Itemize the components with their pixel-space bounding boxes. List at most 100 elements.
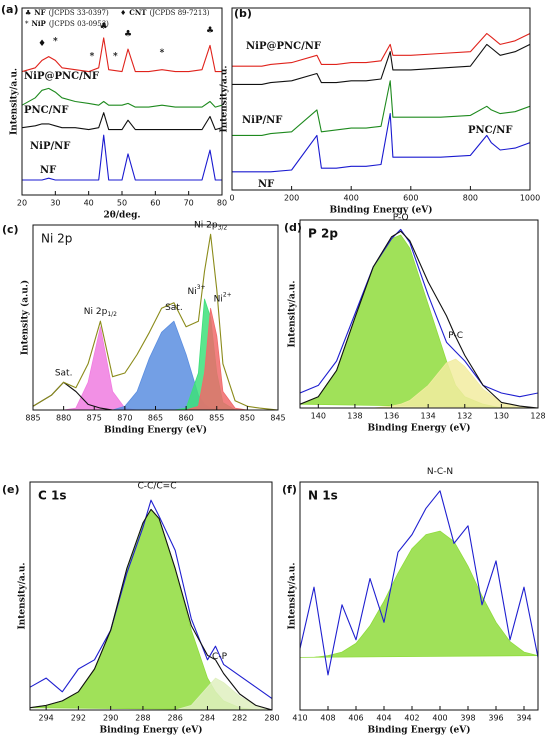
panel: 140 138 136 134 132 130 128 Binding Energy (eV)…	[284, 213, 546, 434]
series-name: NF	[40, 165, 56, 176]
series-label: NiP@PNC/NF	[246, 41, 321, 52]
series-label: NiP/NF	[242, 115, 282, 126]
x-tick-label: 402	[404, 714, 419, 723]
curve	[33, 233, 278, 410]
x-tick-label: 845	[270, 414, 285, 423]
x-tick-label: 70	[184, 199, 194, 208]
panel-title: Ni 2p	[41, 232, 72, 246]
curve	[232, 113, 530, 173]
plot-area	[232, 32, 530, 173]
x-tick-label: 132	[457, 412, 472, 421]
panel-title: N 1s	[308, 489, 338, 503]
curve	[30, 499, 272, 700]
plot-area	[300, 490, 538, 676]
curve	[300, 490, 538, 676]
x-tick-label: 284	[200, 714, 215, 723]
curve	[22, 134, 222, 181]
x-tick-label: 880	[56, 414, 71, 423]
x-tick-label: 80	[217, 199, 227, 208]
series-name: P-O	[393, 213, 409, 223]
curve	[33, 381, 278, 410]
series-label: Sat.	[165, 303, 183, 313]
x-tick-label: 875	[87, 414, 102, 423]
y-axis-label: Intensity/a.u.	[288, 281, 298, 348]
series-name: NiP/NF	[242, 115, 282, 126]
x-tick-label: 1000	[520, 194, 540, 203]
x-tick-label: 404	[376, 714, 391, 723]
component-area	[300, 530, 538, 658]
peak-marker: ♦	[38, 39, 46, 49]
panel-title: P 2p	[308, 227, 338, 241]
x-tick-label: 600	[403, 194, 418, 203]
series-label: Sat.	[55, 368, 73, 378]
series-name: PNC/NF	[24, 105, 69, 116]
series-label: NF	[40, 165, 56, 176]
x-axis-label: Binding Energy (eV)	[104, 425, 207, 436]
series-name: Sat.	[165, 303, 183, 313]
x-tick-label: 280	[264, 714, 279, 723]
series-label: P-O	[393, 213, 409, 223]
x-tick-label: 294	[38, 714, 53, 723]
curve	[30, 508, 272, 710]
x-tick-label: 855	[209, 414, 224, 423]
series-label: Ni3+	[187, 284, 205, 297]
x-tick-label: 865	[148, 414, 163, 423]
legend-ref: (JCPDS 89-7213)	[149, 9, 209, 17]
series-label: P-C	[448, 331, 463, 341]
x-tick-label: 282	[232, 714, 247, 723]
x-tick-label: 406	[348, 714, 363, 723]
series-name: NF	[258, 179, 274, 190]
series-label: NF	[258, 179, 274, 190]
x-tick-label: 20	[17, 199, 27, 208]
panel-label: (a)	[1, 3, 18, 16]
peak-marker: ♣	[124, 30, 132, 40]
x-axis-label: Binding Energy (eV)	[367, 423, 470, 434]
panel-label: (d)	[284, 221, 302, 234]
series-name: N-C-N	[427, 467, 453, 477]
panel-label: (e)	[2, 483, 20, 496]
x-tick-label: 394	[516, 714, 531, 723]
series-name: Sat.	[55, 368, 73, 378]
legend-name: CNT	[129, 8, 147, 17]
legend-entry: ♣ NF (JCPDS 33-0397)	[25, 8, 109, 17]
x-tick-label: 400	[344, 194, 359, 203]
series-name: NiP@PNC/NF	[24, 71, 99, 82]
series-name: C-P	[212, 652, 228, 662]
series-name: Ni 2p	[84, 306, 108, 316]
x-tick-label: 140	[311, 412, 326, 421]
series-label: Ni 2p3/2	[194, 220, 227, 231]
series-subscript: 3/2	[218, 224, 228, 231]
curve	[22, 87, 222, 108]
x-tick-label: 50	[117, 199, 127, 208]
series-name: PNC/NF	[468, 125, 513, 136]
x-tick-label: 860	[178, 414, 193, 423]
x-tick-label: 850	[240, 414, 255, 423]
plot-area	[33, 233, 278, 410]
component-area	[33, 307, 278, 410]
panel-label: (f)	[282, 483, 297, 496]
x-tick-label: 138	[347, 412, 362, 421]
y-axis-label: Intensity/a.u.	[288, 563, 298, 630]
frame	[299, 219, 539, 409]
series-name: C-C/C=C	[138, 481, 177, 491]
x-axis-label: Binding Energy (eV)	[367, 725, 470, 736]
legend-symbol: ♦	[120, 9, 126, 17]
plot-area	[30, 499, 272, 710]
peak-marker: ♣	[206, 26, 214, 36]
x-tick-label: 0	[229, 194, 234, 203]
plot-area	[300, 228, 538, 408]
x-tick-label: 288	[135, 714, 150, 723]
x-tick-label: 200	[284, 194, 299, 203]
peak-marker: *	[160, 48, 165, 58]
x-tick-label: 286	[168, 714, 183, 723]
legend-ref: (JCPDS 03-0953)	[49, 20, 109, 28]
x-tick-label: 290	[103, 714, 118, 723]
peak-marker: *	[113, 52, 118, 62]
y-axis-label: Intensity/a.u.	[10, 68, 20, 135]
x-axis-label: 2θ/deg.	[104, 211, 141, 221]
x-tick-label: 800	[463, 194, 478, 203]
curve	[232, 32, 530, 67]
x-tick-label: 408	[320, 714, 335, 723]
x-axis-label: Binding Energy (eV)	[329, 205, 432, 216]
